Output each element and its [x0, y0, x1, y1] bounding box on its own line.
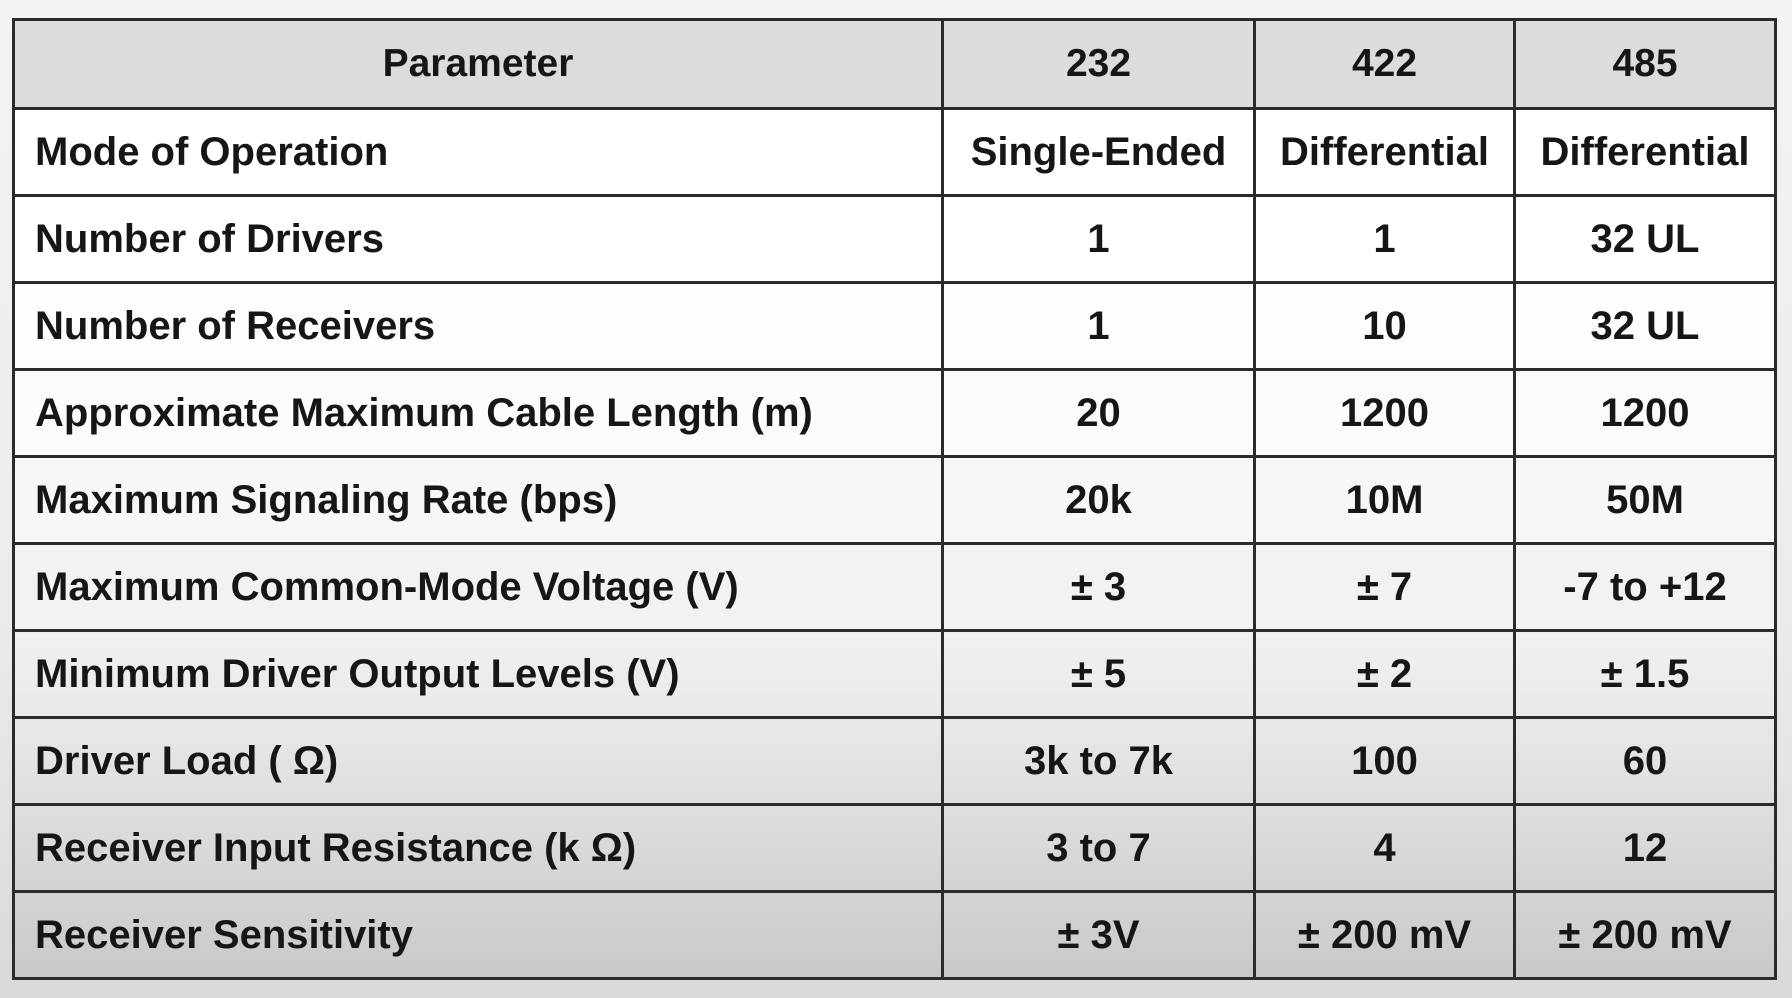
cell-232: ± 3V [941, 890, 1256, 980]
header-parameter: Parameter [12, 18, 944, 110]
table-row: Driver Load ( Ω) 3k to 7k 100 60 [12, 716, 1777, 806]
cell-232: 20k [941, 455, 1256, 545]
row-label: Maximum Common-Mode Voltage (V) [12, 542, 944, 632]
header-485: 485 [1513, 18, 1777, 110]
cell-232: ± 3 [941, 542, 1256, 632]
table-row: Minimum Driver Output Levels (V) ± 5 ± 2… [12, 629, 1777, 719]
row-label: Minimum Driver Output Levels (V) [12, 629, 944, 719]
cell-422: 1200 [1253, 368, 1516, 458]
row-label: Maximum Signaling Rate (bps) [12, 455, 944, 545]
cell-422: Differential [1253, 107, 1516, 197]
cell-422: ± 7 [1253, 542, 1516, 632]
cell-422: 4 [1253, 803, 1516, 893]
cell-422: ± 2 [1253, 629, 1516, 719]
row-label: Driver Load ( Ω) [12, 716, 944, 806]
table-row: Approximate Maximum Cable Length (m) 20 … [12, 368, 1777, 458]
cell-422: 10M [1253, 455, 1516, 545]
row-label: Number of Receivers [12, 281, 944, 371]
cell-422: 1 [1253, 194, 1516, 284]
cell-232: 1 [941, 194, 1256, 284]
cell-232: 1 [941, 281, 1256, 371]
cell-232: 3k to 7k [941, 716, 1256, 806]
table-row: Number of Receivers 1 10 32 UL [12, 281, 1777, 371]
cell-232: Single-Ended [941, 107, 1256, 197]
header-232: 232 [941, 18, 1256, 110]
table-row: Receiver Sensitivity ± 3V ± 200 mV ± 200… [12, 890, 1777, 980]
cell-485: 32 UL [1513, 281, 1777, 371]
row-label: Receiver Input Resistance (k Ω) [12, 803, 944, 893]
row-label: Approximate Maximum Cable Length (m) [12, 368, 944, 458]
header-row: Parameter 232 422 485 [12, 18, 1777, 110]
cell-485: 1200 [1513, 368, 1777, 458]
table-row: Maximum Common-Mode Voltage (V) ± 3 ± 7 … [12, 542, 1777, 632]
row-label: Mode of Operation [12, 107, 944, 197]
table-row: Mode of Operation Single-Ended Different… [12, 107, 1777, 197]
cell-485: -7 to +12 [1513, 542, 1777, 632]
cell-422: 100 [1253, 716, 1516, 806]
serial-standards-comparison-table: Parameter 232 422 485 Mode of Operation … [12, 18, 1777, 980]
cell-485: 32 UL [1513, 194, 1777, 284]
cell-422: 10 [1253, 281, 1516, 371]
table-row: Maximum Signaling Rate (bps) 20k 10M 50M [12, 455, 1777, 545]
header-422: 422 [1253, 18, 1516, 110]
cell-485: 50M [1513, 455, 1777, 545]
row-label: Receiver Sensitivity [12, 890, 944, 980]
row-label: Number of Drivers [12, 194, 944, 284]
cell-485: 12 [1513, 803, 1777, 893]
table-row: Number of Drivers 1 1 32 UL [12, 194, 1777, 284]
cell-232: 3 to 7 [941, 803, 1256, 893]
cell-422: ± 200 mV [1253, 890, 1516, 980]
cell-232: 20 [941, 368, 1256, 458]
cell-232: ± 5 [941, 629, 1256, 719]
cell-485: ± 200 mV [1513, 890, 1777, 980]
cell-485: ± 1.5 [1513, 629, 1777, 719]
cell-485: 60 [1513, 716, 1777, 806]
table-row: Receiver Input Resistance (k Ω) 3 to 7 4… [12, 803, 1777, 893]
cell-485: Differential [1513, 107, 1777, 197]
